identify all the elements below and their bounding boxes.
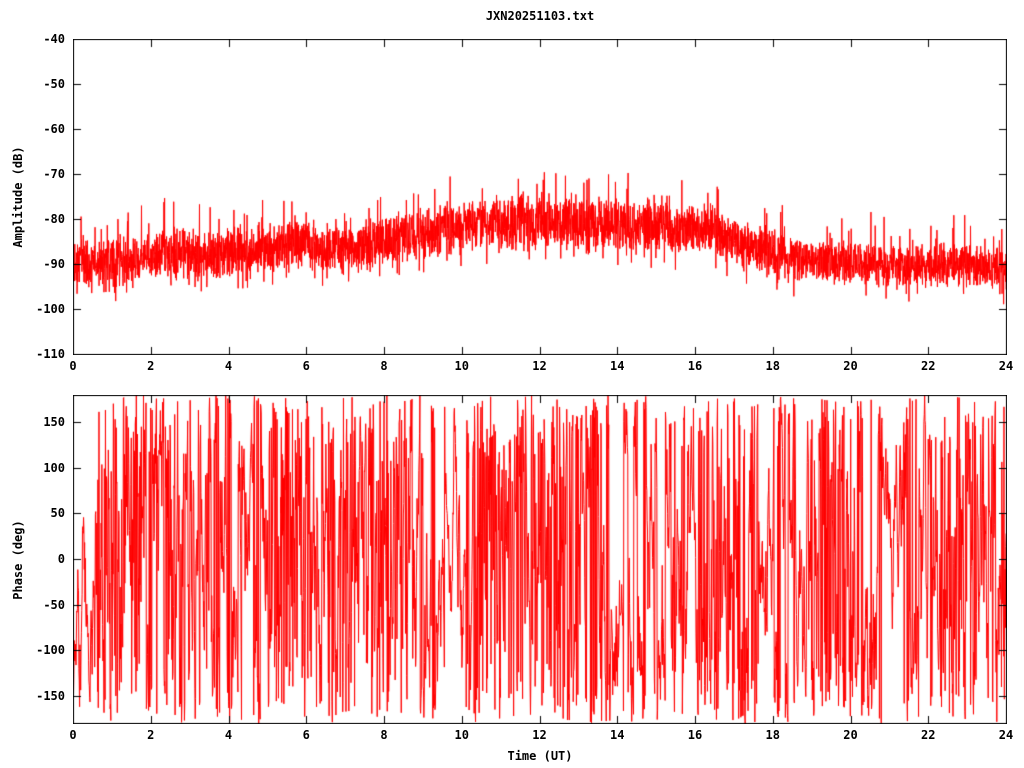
phase-xtick-label: 8 bbox=[380, 728, 388, 742]
amplitude-ytick-label: -100 bbox=[36, 302, 65, 316]
phase-xtick-label: 12 bbox=[532, 728, 547, 742]
amplitude-xtick-label: 22 bbox=[921, 359, 936, 373]
phase-xtick-label: 2 bbox=[147, 728, 155, 742]
amplitude-ytick-label: -80 bbox=[43, 212, 65, 226]
phase-xtick-label: 16 bbox=[687, 728, 703, 742]
phase-ytick-label: 50 bbox=[50, 506, 65, 521]
phase-xtick-label: 6 bbox=[302, 728, 310, 742]
phase-plot-canvas bbox=[73, 395, 1007, 724]
phase-ytick-label: -50 bbox=[43, 597, 65, 612]
amplitude-ytick-label: -90 bbox=[43, 257, 65, 271]
phase-xtick-label: 22 bbox=[921, 728, 936, 742]
amplitude-ytick-label: -60 bbox=[43, 122, 65, 136]
phase-ytick-label: 150 bbox=[43, 415, 65, 430]
amplitude-xtick-label: 14 bbox=[610, 359, 625, 373]
amplitude-ytick-label: -50 bbox=[43, 77, 65, 91]
amplitude-xtick-label: 16 bbox=[687, 359, 703, 373]
amplitude-xtick-label: 4 bbox=[224, 359, 233, 373]
phase-xtick-label: 14 bbox=[610, 728, 625, 742]
phase-xtick-label: 18 bbox=[765, 728, 780, 742]
phase-xtick-label: 24 bbox=[998, 728, 1014, 742]
time-axis-label: Time (UT) bbox=[507, 749, 573, 763]
amplitude-xtick-label: 8 bbox=[380, 359, 388, 373]
amplitude-ytick-label: -70 bbox=[43, 167, 65, 181]
phase-ytick-label: 0 bbox=[57, 552, 65, 566]
phase-ytick-label: 100 bbox=[43, 460, 65, 475]
amplitude-xtick-label: 6 bbox=[302, 359, 310, 373]
phase-xtick-label: 4 bbox=[224, 728, 233, 742]
phase-xtick-label: 0 bbox=[69, 728, 77, 742]
amplitude-xtick-label: 10 bbox=[454, 359, 469, 373]
amplitude-xtick-label: 18 bbox=[765, 359, 780, 373]
amplitude-plot-canvas bbox=[73, 39, 1007, 355]
amplitude-axis-label: Amplitude (dB) bbox=[11, 146, 25, 248]
amplitude-xtick-label: 0 bbox=[69, 359, 77, 373]
phase-xtick-label: 10 bbox=[454, 728, 469, 742]
amplitude-xtick-label: 12 bbox=[532, 359, 547, 373]
amplitude-ytick-label: -110 bbox=[36, 347, 65, 361]
amplitude-xtick-label: 24 bbox=[998, 359, 1014, 373]
amplitude-xtick-label: 2 bbox=[147, 359, 155, 373]
plot-title: JXN20251103.txt bbox=[485, 9, 595, 23]
phase-ytick-label: -150 bbox=[36, 688, 65, 703]
amplitude-ytick-label: -40 bbox=[43, 32, 65, 46]
phase-ytick-label: -100 bbox=[36, 643, 65, 658]
amplitude-xtick-label: 20 bbox=[843, 359, 858, 373]
phase-xtick-label: 20 bbox=[843, 728, 858, 742]
